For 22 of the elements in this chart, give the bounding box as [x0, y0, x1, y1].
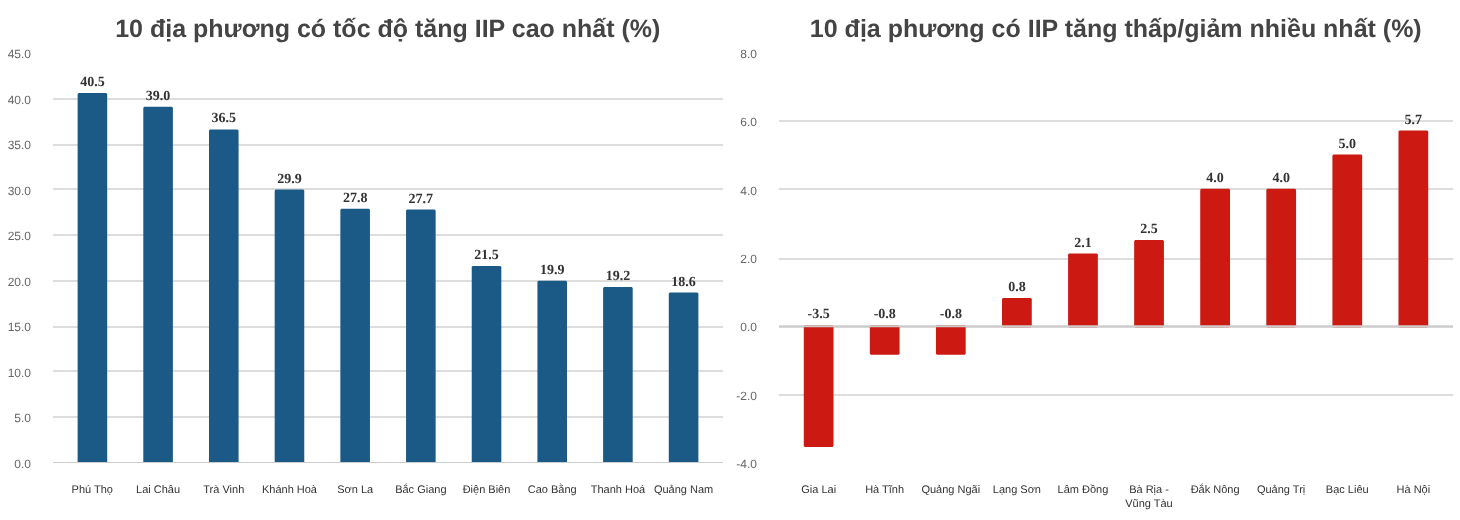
bar	[471, 266, 502, 463]
bar	[1200, 188, 1230, 328]
bar	[1332, 154, 1363, 328]
bar	[935, 325, 966, 355]
bar	[1266, 188, 1297, 328]
bar	[274, 189, 305, 463]
bar	[406, 209, 436, 463]
bar	[803, 325, 834, 447]
bar	[869, 325, 900, 355]
bar	[1068, 253, 1098, 328]
bar	[668, 292, 699, 463]
bar	[537, 280, 568, 463]
bar	[603, 287, 633, 463]
bar	[340, 208, 370, 463]
chart-title: 10 địa phương có tốc độ tăng IIP cao nhất (%)	[115, 15, 661, 43]
bar	[208, 129, 239, 463]
bar	[1398, 130, 1429, 328]
bar	[77, 93, 108, 463]
bar	[1134, 239, 1164, 328]
bar	[143, 106, 173, 463]
chart-title: 10 địa phương có IIP tăng thấp/giảm nhiều nhất (%)	[809, 15, 1422, 43]
bar	[1002, 298, 1032, 328]
